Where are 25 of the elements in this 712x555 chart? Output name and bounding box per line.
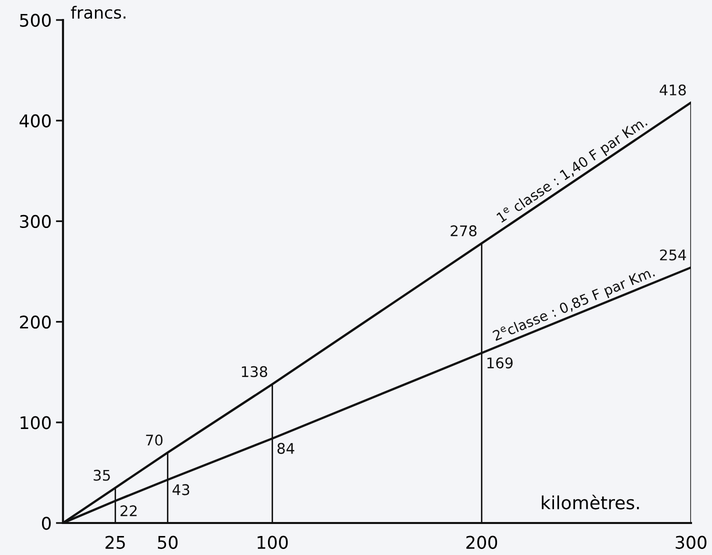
x-axis-title: kilomètres. bbox=[542, 494, 639, 510]
x-tick-label: 50 bbox=[158, 536, 178, 549]
data-label: 22 bbox=[120, 505, 137, 516]
x-tick-label: 100 bbox=[258, 536, 288, 549]
text: 1$^{e}$ classe : 1,40 F par Km. bbox=[496, 116, 650, 226]
x-tick-label: 25 bbox=[106, 536, 125, 549]
data-label: 84 bbox=[277, 442, 294, 454]
data-label: 169 bbox=[487, 357, 513, 368]
y-tick-label: 500 bbox=[20, 14, 51, 27]
data-label: 278 bbox=[450, 225, 476, 236]
y-tick-label: 200 bbox=[20, 316, 51, 329]
data-label: 138 bbox=[242, 366, 268, 378]
y-tick-label: 300 bbox=[20, 214, 51, 228]
x-tick-label: 300 bbox=[676, 536, 706, 549]
x-tick-label: 200 bbox=[466, 536, 498, 549]
data-label: 254 bbox=[660, 249, 686, 260]
data-label: 70 bbox=[146, 434, 163, 446]
data-label: 418 bbox=[660, 84, 686, 96]
y-tick-label: 0 bbox=[42, 516, 51, 530]
y-axis-title: francs. bbox=[70, 6, 126, 19]
text: 2$^{e}$classe : 0,85 F par Km. bbox=[492, 266, 656, 344]
y-tick-label: 100 bbox=[20, 416, 51, 430]
data-label: 43 bbox=[172, 484, 190, 496]
y-tick-label: 400 bbox=[20, 114, 51, 128]
data-label: 35 bbox=[94, 470, 110, 481]
